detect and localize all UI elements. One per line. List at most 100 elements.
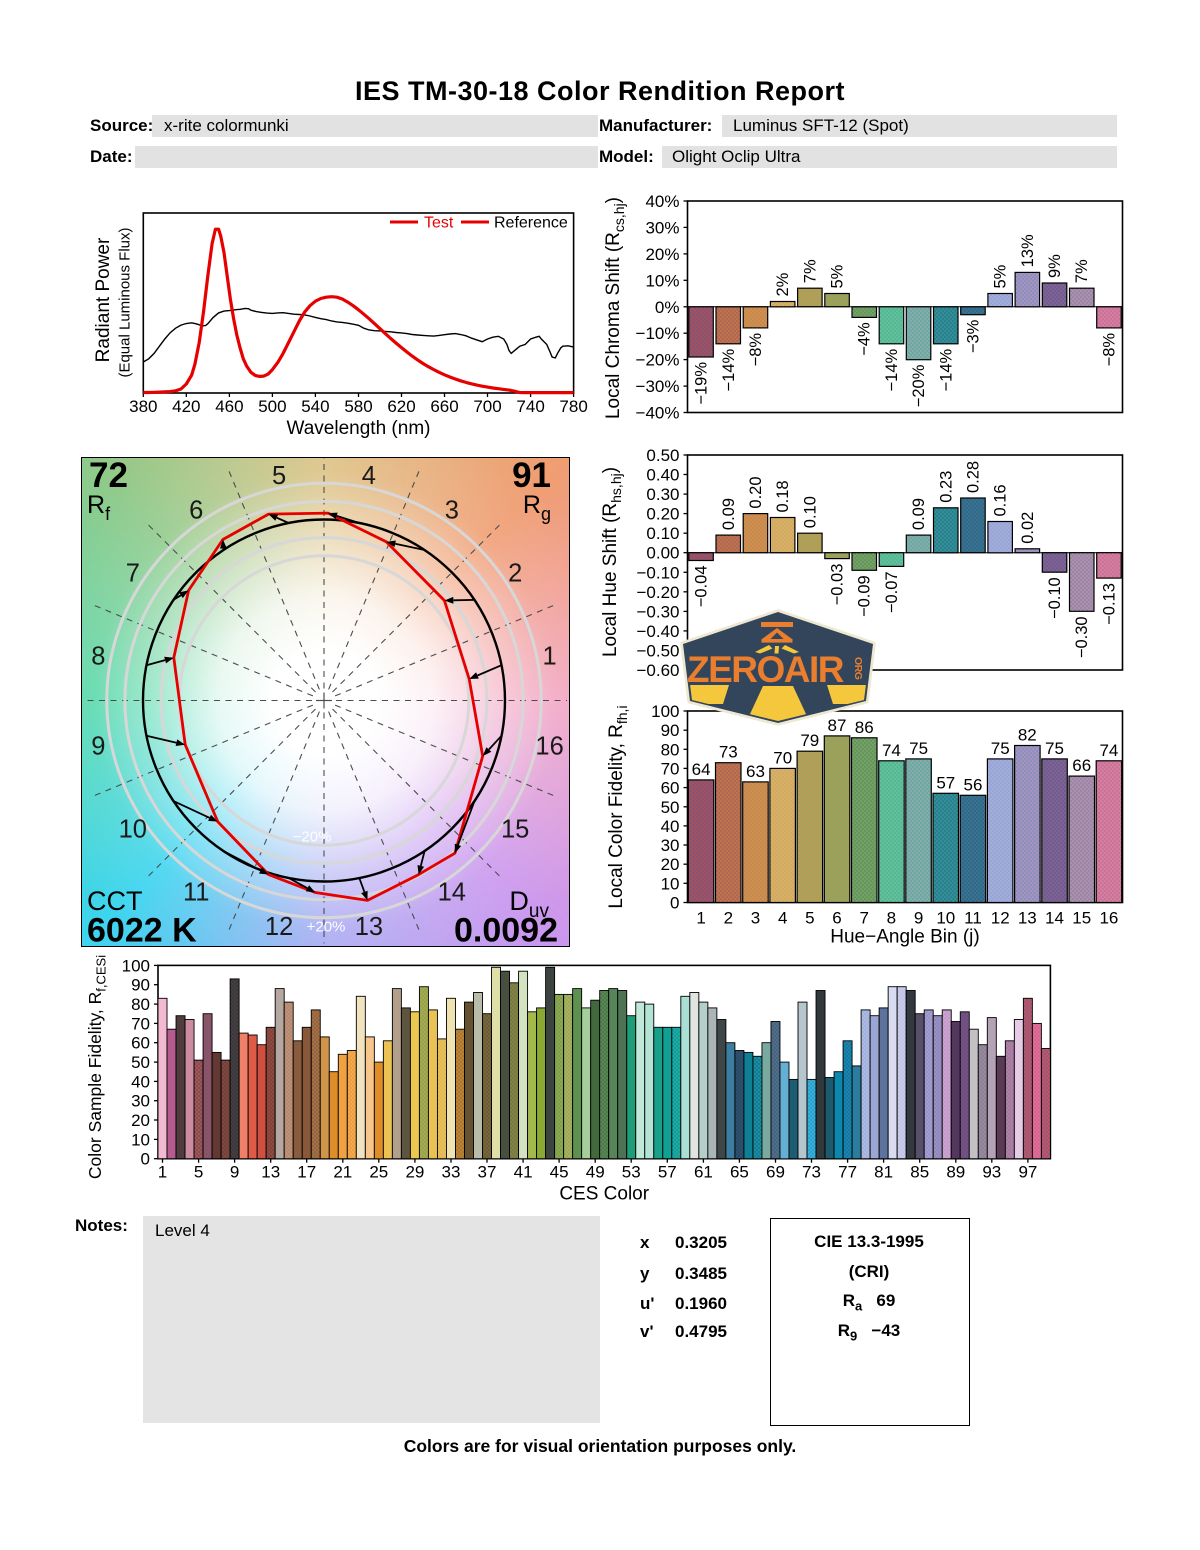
svg-text:500: 500 [258,397,286,416]
svg-text:60: 60 [661,779,680,798]
svg-text:1: 1 [696,909,705,928]
svg-text:66: 66 [1072,756,1091,775]
svg-text:64: 64 [692,760,711,779]
svg-text:5: 5 [194,1163,203,1182]
svg-text:−20%: −20% [910,364,928,407]
svg-text:15: 15 [501,815,529,843]
svg-text:75: 75 [1045,739,1064,758]
svg-text:6022 K: 6022 K [87,912,197,946]
svg-text:30: 30 [131,1092,150,1111]
svg-text:7%: 7% [801,259,819,283]
svg-text:−0.03: −0.03 [829,564,847,606]
svg-text:Hue−Angle Bin (j): Hue−Angle Bin (j) [830,927,979,948]
svg-text:−0.30: −0.30 [1073,616,1091,658]
svg-text:10%: 10% [645,271,679,290]
svg-text:10: 10 [661,874,680,893]
svg-text:460: 460 [215,397,243,416]
svg-text:0.02: 0.02 [1019,512,1037,544]
svg-text:37: 37 [478,1163,497,1182]
svg-text:−14%: −14% [720,348,738,391]
svg-text:30: 30 [661,836,680,855]
svg-text:49: 49 [586,1163,605,1182]
svg-text:14: 14 [1045,909,1064,928]
svg-text:0.00: 0.00 [646,544,679,563]
svg-text:0.18: 0.18 [774,480,792,512]
svg-text:50: 50 [131,1053,150,1072]
svg-text:−14%: −14% [937,348,955,391]
svg-text:25: 25 [369,1163,388,1182]
svg-text:700: 700 [473,397,501,416]
svg-text:0.20: 0.20 [747,476,765,508]
svg-text:13%: 13% [1019,234,1037,267]
svg-text:Reference: Reference [494,215,568,232]
svg-text:57: 57 [936,773,955,792]
svg-text:15: 15 [1072,909,1091,928]
svg-text:86: 86 [855,718,874,737]
svg-text:50: 50 [661,798,680,817]
svg-text:40: 40 [131,1072,150,1091]
svg-text:0.30: 0.30 [646,485,679,504]
svg-text:8: 8 [887,909,896,928]
svg-text:2: 2 [508,560,522,588]
svg-text:0.10: 0.10 [801,496,819,528]
svg-text:4: 4 [778,909,787,928]
svg-text:−8%: −8% [747,333,765,367]
svg-text:82: 82 [1018,726,1037,745]
svg-text:70: 70 [773,748,792,767]
svg-text:74: 74 [1099,741,1118,760]
svg-text:0: 0 [670,894,679,913]
svg-text:−19%: −19% [693,362,711,405]
svg-text:14: 14 [438,879,466,907]
svg-text:620: 620 [387,397,415,416]
svg-text:−0.04: −0.04 [693,566,711,608]
svg-text:580: 580 [344,397,372,416]
svg-text:ZEROAIR: ZEROAIR [687,649,844,690]
svg-text:70: 70 [661,759,680,778]
svg-text:740: 740 [516,397,544,416]
svg-text:380: 380 [129,397,157,416]
svg-text:61: 61 [694,1163,713,1182]
svg-text:40: 40 [661,817,680,836]
svg-text:−0.60: −0.60 [636,661,679,680]
svg-text:63: 63 [746,762,765,781]
svg-text:CES Color: CES Color [559,1184,649,1205]
svg-text:−20%: −20% [636,351,680,370]
svg-text:0.10: 0.10 [646,524,679,543]
svg-text:33: 33 [442,1163,461,1182]
svg-text:−3%: −3% [965,319,983,353]
svg-text:8: 8 [91,643,105,671]
svg-text:2: 2 [724,909,733,928]
svg-text:20: 20 [661,855,680,874]
svg-text:−0.10: −0.10 [1046,577,1064,619]
svg-text:80: 80 [131,995,150,1014]
svg-text:81: 81 [874,1163,893,1182]
svg-text:660: 660 [430,397,458,416]
svg-text:40%: 40% [645,192,679,211]
svg-text:100: 100 [651,702,679,721]
svg-text:70: 70 [131,1014,150,1033]
svg-text:−40%: −40% [636,404,680,423]
svg-text:9%: 9% [1046,254,1064,278]
svg-text:89: 89 [946,1163,965,1182]
svg-text:29: 29 [405,1163,424,1182]
svg-text:ORG: ORG [852,657,864,680]
svg-text:91: 91 [512,457,551,495]
svg-text:0.20: 0.20 [646,505,679,524]
svg-text:60: 60 [131,1034,150,1053]
svg-text:−0.09: −0.09 [856,575,874,617]
svg-text:3: 3 [445,496,459,524]
svg-text:0.0092: 0.0092 [454,912,558,946]
svg-text:Rg: Rg [523,491,551,524]
svg-text:80: 80 [661,740,680,759]
svg-text:12: 12 [265,913,293,941]
svg-text:13: 13 [1018,909,1037,928]
svg-text:10: 10 [936,909,955,928]
svg-text:9: 9 [91,732,105,760]
svg-text:56: 56 [964,775,983,794]
svg-text:75: 75 [909,739,928,758]
svg-text:0%: 0% [655,298,680,317]
svg-text:1: 1 [543,643,557,671]
svg-text:2%: 2% [774,272,792,296]
svg-text:77: 77 [838,1163,857,1182]
svg-text:69: 69 [766,1163,785,1182]
